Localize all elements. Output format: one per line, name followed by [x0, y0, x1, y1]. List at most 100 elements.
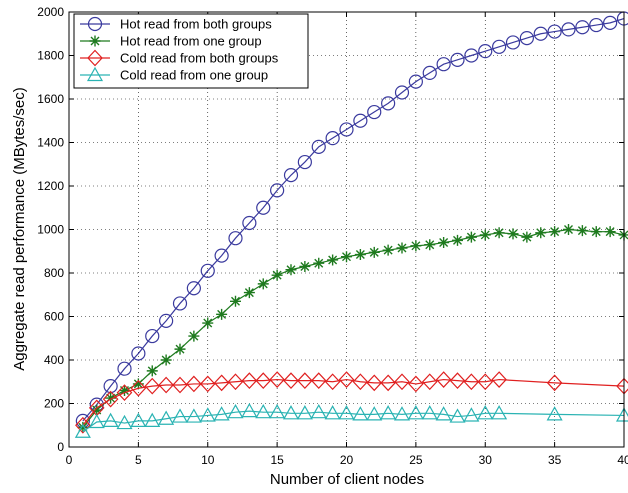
- data-point: [117, 361, 132, 376]
- data-point: [368, 246, 380, 258]
- data-point: [116, 414, 133, 430]
- data-point: [477, 405, 494, 420]
- data-point: [339, 122, 354, 137]
- x-tick-label: 40: [617, 453, 628, 467]
- data-point: [269, 403, 286, 419]
- data-point: [283, 168, 299, 183]
- data-point: [102, 412, 119, 427]
- data-point: [366, 374, 383, 392]
- legend-entry: Cold read from one group: [80, 66, 268, 83]
- data-point: [159, 313, 174, 328]
- data-point: [299, 260, 311, 272]
- data-point: [130, 379, 147, 397]
- data-point: [297, 154, 312, 170]
- x-tick-label: 20: [340, 453, 354, 467]
- x-tick-label: 5: [135, 453, 142, 467]
- data-point: [381, 96, 396, 111]
- data-point: [105, 392, 117, 404]
- data-point: [242, 215, 257, 231]
- data-point: [145, 328, 160, 344]
- data-point: [270, 183, 285, 198]
- data-point: [354, 249, 366, 261]
- data-point: [410, 240, 422, 252]
- data-point: [449, 408, 466, 423]
- data-point: [407, 405, 424, 420]
- data-point: [324, 373, 341, 391]
- data-point: [313, 257, 325, 269]
- data-point: [465, 231, 477, 243]
- legend-label: Hot read from one group: [120, 34, 262, 49]
- data-point: [158, 376, 174, 394]
- data-point: [324, 405, 341, 420]
- legend-marker: [87, 16, 103, 32]
- data-point: [172, 376, 188, 394]
- data-point: [519, 30, 534, 46]
- data-point: [396, 242, 408, 254]
- y-tick-label: 0: [57, 440, 64, 454]
- data-point: [310, 372, 327, 390]
- data-point: [297, 372, 313, 390]
- legend-marker: [89, 35, 101, 47]
- data-point: [366, 406, 383, 421]
- data-point: [213, 406, 230, 421]
- data-point: [338, 371, 355, 388]
- y-tick-label: 600: [44, 310, 64, 324]
- data-point: [174, 343, 186, 355]
- data-point: [172, 296, 188, 311]
- y-tick-label: 1600: [37, 92, 64, 106]
- data-point: [310, 403, 327, 419]
- data-point: [393, 406, 411, 421]
- data-point: [271, 269, 283, 281]
- data-point: [546, 374, 563, 392]
- data-point: [421, 405, 438, 420]
- data-point: [491, 405, 508, 420]
- data-point: [424, 239, 436, 251]
- data-point: [227, 403, 244, 419]
- data-point: [493, 227, 505, 239]
- data-point: [352, 373, 369, 391]
- data-point: [130, 412, 147, 427]
- data-point: [74, 423, 91, 438]
- series-line: [82, 410, 625, 433]
- legend-box: [73, 13, 309, 89]
- data-point: [491, 371, 507, 388]
- legend: Hot read from both groups Hot read from o…: [73, 13, 309, 89]
- series-layer: [74, 11, 628, 438]
- data-point: [75, 416, 91, 434]
- x-tick-label: 25: [409, 453, 423, 467]
- data-point: [479, 229, 491, 241]
- data-point: [367, 104, 382, 120]
- data-point: [521, 231, 533, 243]
- legend-marker: [87, 49, 103, 67]
- data-point: [241, 372, 258, 390]
- y-tick-label: 800: [44, 266, 64, 280]
- data-point: [353, 113, 368, 128]
- data-point: [255, 372, 272, 390]
- data-point: [144, 412, 161, 427]
- data-point: [546, 406, 563, 421]
- data-point: [199, 407, 216, 422]
- y-tick-label: 1000: [37, 223, 64, 237]
- data-point: [382, 244, 394, 256]
- data-point: [422, 65, 437, 81]
- x-tick-label: 10: [201, 453, 215, 467]
- data-point: [464, 48, 479, 63]
- data-point: [228, 231, 243, 246]
- data-point: [119, 384, 130, 396]
- data-point: [575, 20, 590, 35]
- data-point: [438, 237, 450, 249]
- x-tick-label: 35: [548, 453, 562, 467]
- data-point: [255, 403, 272, 419]
- data-point: [256, 200, 271, 215]
- data-point: [200, 263, 215, 278]
- data-point: [185, 408, 202, 423]
- x-tick-label: 15: [270, 453, 284, 467]
- data-point: [77, 421, 89, 433]
- x-tick-label: 30: [479, 453, 493, 467]
- data-point: [533, 26, 548, 41]
- data-point: [171, 408, 189, 423]
- data-point: [243, 287, 255, 299]
- data-point: [132, 378, 144, 390]
- data-point: [296, 405, 313, 420]
- data-point: [380, 405, 397, 420]
